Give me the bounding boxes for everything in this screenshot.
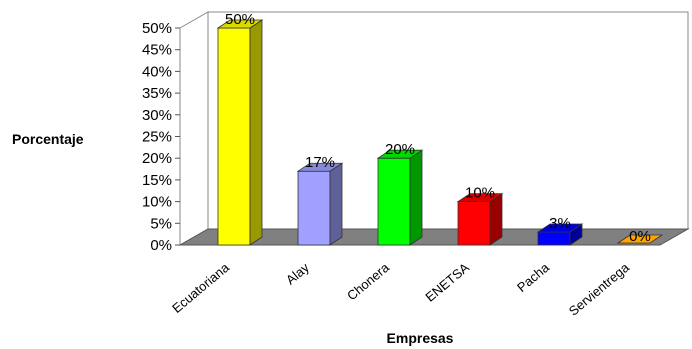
y-tick-label: 45% [142,42,172,59]
bar-top [536,223,584,233]
bar-top [216,19,264,29]
x-tick-label: Servientrega [566,259,633,318]
bar-top [296,162,344,172]
bar [297,170,331,246]
y-tick-label: 30% [142,107,172,124]
x-tick-label: Ecuatoriana [169,259,232,316]
x-tick-label: Alay [283,259,312,287]
x-tick-label: ENETSA [422,260,472,305]
bar [616,234,664,244]
y-tick-label: 25% [142,129,172,146]
y-tick-label: 5% [150,215,172,232]
x-tick-label: Chonera [344,259,392,303]
bar-side [409,149,423,246]
bar [457,201,491,246]
data-label: 0% [629,228,651,245]
bar-series [216,19,664,246]
y-tick-label: 0% [150,237,172,254]
bar [377,157,411,246]
y-tick-label: 15% [142,172,172,189]
data-label: 20% [385,141,415,158]
y-tick-label: 50% [142,20,172,37]
side-wall [179,11,209,246]
y-axis-title: Porcentaje [12,131,84,147]
bar-top [456,193,504,203]
x-axis-title: Empresas [387,330,454,346]
y-tick-label: 40% [142,63,172,80]
y-axis-ticks: 0% 5% 10% 15% 20% 25% 30% 35% 40% 45% 50% [142,20,180,254]
data-label: 10% [465,185,495,202]
data-label: 3% [549,215,571,232]
bar [537,231,571,246]
bar-side [249,19,263,246]
y-tick-label: 35% [142,85,172,102]
x-axis-categories: Ecuatoriana Alay Chonera ENETSA Pacha Servien… [169,259,632,318]
data-labels: 50% 17% 20% 10% 3% 0% [225,11,651,245]
bar-side [329,162,343,246]
x-tick-label: Pacha [514,259,552,295]
data-label: 17% [305,154,335,171]
y-tick-label: 10% [142,194,172,211]
y-tick-label: 20% [142,150,172,167]
bar-top [376,149,424,159]
data-label: 50% [225,11,255,28]
bar [217,27,251,246]
back-wall [207,11,689,230]
